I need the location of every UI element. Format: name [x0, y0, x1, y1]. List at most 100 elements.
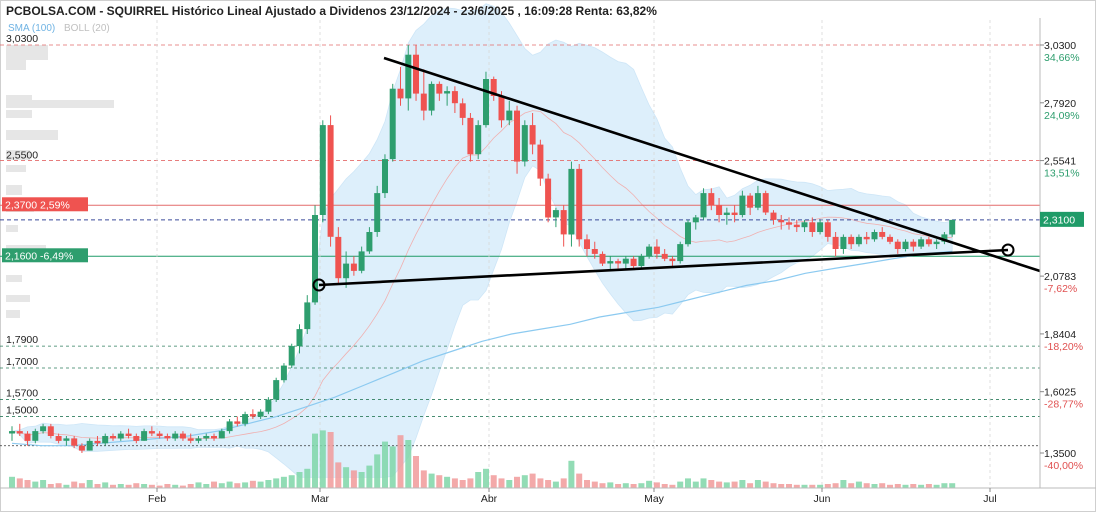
candle-body	[708, 193, 715, 206]
month-label: Jun	[814, 493, 831, 505]
volume-bar	[871, 484, 878, 488]
volume-bar	[824, 484, 831, 488]
candle-body	[863, 236, 870, 240]
candle-body	[71, 438, 78, 446]
candle-body	[824, 222, 831, 237]
candle-body	[327, 125, 334, 237]
volume-bar	[148, 484, 155, 488]
volume-bar	[840, 480, 847, 488]
volume-bar	[863, 483, 870, 488]
volume-profile-bar	[6, 100, 114, 108]
volume-bar	[451, 478, 458, 488]
right-axis-label: 2,7920	[1044, 98, 1076, 110]
month-label: Mar	[311, 493, 330, 505]
volume-bar	[374, 454, 381, 488]
candle-body	[770, 212, 777, 220]
candle-body	[156, 433, 163, 436]
candle-body	[490, 79, 497, 96]
right-axis-percent: -28,77%	[1044, 399, 1083, 411]
volume-bar	[475, 472, 482, 488]
volume-bar	[211, 481, 217, 488]
left-level-label: 1,5000	[6, 405, 38, 417]
volume-bar	[708, 480, 715, 488]
volume-bar	[288, 475, 295, 488]
candle-body	[809, 222, 816, 232]
volume-bar	[786, 484, 792, 488]
volume-bar	[560, 478, 567, 488]
right-axis-label: 3,0300	[1044, 40, 1076, 52]
left-level-label: 1,7000	[6, 356, 38, 368]
volume-bar	[692, 481, 699, 488]
volume-bar	[226, 481, 233, 488]
volume-bar	[32, 481, 39, 488]
volume-bar	[444, 476, 451, 488]
volume-bar	[382, 441, 388, 488]
volume-bar	[576, 473, 583, 488]
candle-body	[576, 168, 583, 240]
candle-body	[16, 431, 23, 434]
volume-bar	[622, 483, 629, 488]
candle-body	[55, 436, 62, 441]
volume-bar	[817, 484, 824, 488]
candle-body	[9, 431, 15, 434]
candle-body	[591, 249, 598, 254]
candle-body	[848, 236, 855, 245]
candle-body	[817, 222, 824, 232]
volume-bar	[653, 482, 660, 488]
chart-title: PCBOLSA.COM - SQUIRREL Histórico Lineal …	[6, 4, 657, 18]
month-label: Feb	[148, 493, 166, 505]
candle-body	[622, 258, 629, 264]
resistance-trendline	[383, 56, 1041, 273]
candle-body	[552, 210, 559, 218]
candle-body	[234, 421, 241, 424]
candle-body	[249, 414, 256, 417]
volume-bar	[187, 484, 194, 488]
candle-body	[164, 436, 171, 439]
candle-body	[366, 232, 373, 252]
candle-body	[700, 193, 707, 218]
trendline-anchor-start	[312, 278, 326, 292]
candle-body	[125, 433, 132, 436]
candle-body	[312, 215, 318, 303]
volume-bar	[887, 484, 893, 488]
volume-bar	[855, 481, 862, 488]
candle-body	[584, 239, 590, 249]
volume-bar	[249, 480, 256, 488]
volume-bar	[498, 478, 505, 488]
volume-bar	[218, 483, 225, 488]
candle-body	[32, 431, 39, 441]
volume-bar	[925, 484, 932, 488]
candle-body	[793, 224, 800, 228]
volume-bar	[141, 484, 148, 488]
volume-bar	[358, 472, 365, 488]
current-price-label: 2,3100	[1043, 214, 1075, 226]
volume-bar	[584, 480, 590, 488]
volume-bar	[770, 483, 777, 488]
price-tag	[2, 197, 88, 212]
candle-body	[195, 438, 202, 441]
volume-bar	[638, 483, 645, 488]
volume-bar	[747, 483, 754, 488]
candle-body	[607, 261, 614, 264]
right-axis-label: 2,5541	[1044, 156, 1076, 168]
volume-bar	[739, 480, 746, 488]
candle-body	[350, 263, 357, 271]
candle-body	[762, 193, 769, 213]
volume-bar	[731, 481, 738, 488]
candle-body	[397, 88, 404, 99]
candle-body	[436, 83, 443, 94]
volume-profile-bar	[6, 275, 22, 282]
right-axis-percent: 24,09%	[1044, 110, 1080, 122]
volume-profile-bar	[6, 95, 32, 102]
volume-bar	[413, 456, 419, 488]
candle-body	[918, 239, 925, 247]
candle-body	[405, 54, 412, 99]
candle-body	[102, 436, 109, 444]
candle-body	[941, 234, 948, 242]
right-axis-percent: -7,62%	[1044, 283, 1077, 295]
candle-body	[902, 241, 909, 249]
volume-bar	[809, 484, 816, 488]
candle-body	[218, 431, 225, 439]
volume-profile-bar	[6, 110, 32, 118]
